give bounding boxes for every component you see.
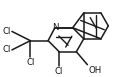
Text: Cl: Cl xyxy=(2,45,11,54)
Text: N: N xyxy=(52,23,58,32)
Text: Cl: Cl xyxy=(55,67,63,76)
Text: Cl: Cl xyxy=(26,58,35,67)
Text: OH: OH xyxy=(89,66,102,75)
Text: Cl: Cl xyxy=(2,27,11,36)
